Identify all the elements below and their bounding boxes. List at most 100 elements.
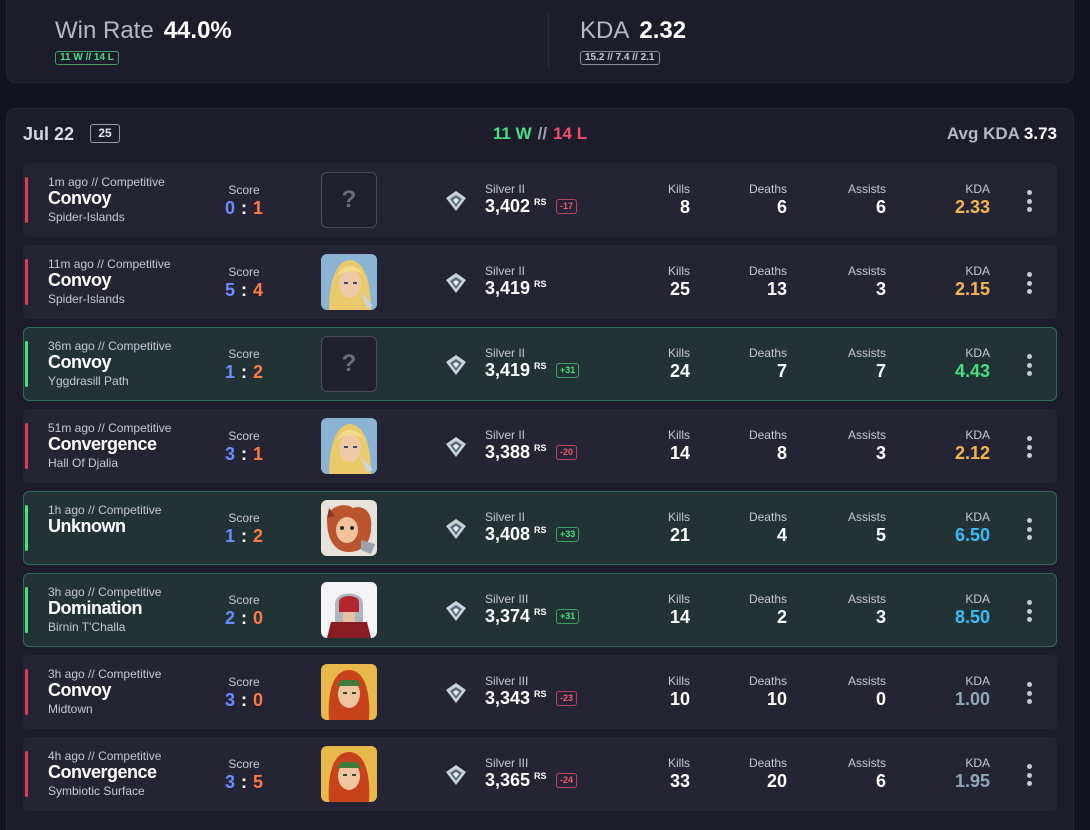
kills-stat: Kills 21 [668, 510, 690, 546]
blonde-hero-portrait [321, 418, 377, 474]
kda-column-value: 2.33 [954, 197, 990, 217]
rank-score-delta-badge: +31 [556, 609, 580, 624]
kills-stat: Kills 25 [668, 264, 690, 300]
rank-score-suffix: RS [534, 525, 547, 535]
assists-stat: Assists 6 [848, 756, 886, 792]
match-time: 3h ago [48, 585, 85, 599]
deaths-stat: Deaths 4 [749, 510, 787, 546]
deaths-stat: Deaths 7 [749, 346, 787, 382]
day-record-separator: // [537, 124, 548, 143]
score-ours: 1 [224, 526, 235, 546]
menu-dot [1026, 289, 1032, 294]
result-indicator [25, 669, 28, 715]
kda-stat: KDA 1.00 [955, 674, 990, 710]
rank-score-value: 3,374 [485, 606, 531, 626]
kills-stat: Kills 14 [668, 428, 690, 464]
assists-stat: Assists 6 [848, 182, 886, 218]
kda-stat: KDA 8.50 [955, 592, 990, 628]
match-map: Spider-Islands [48, 292, 125, 306]
rank-score-value: 3,408 [485, 524, 531, 544]
match-row[interactable]: 4h ago // Competitive Convergence Symbio… [23, 737, 1057, 811]
menu-dot [1026, 272, 1032, 277]
match-meta-separator: // [88, 749, 95, 763]
match-mode: Domination [48, 598, 143, 618]
match-mode: Convergence [48, 762, 157, 782]
match-queue: Competitive [98, 667, 162, 681]
rank-score-suffix: RS [534, 607, 547, 617]
match-row[interactable]: 1m ago // Competitive Convoy Spider-Isla… [23, 163, 1057, 237]
assists-label: Assists [847, 264, 886, 278]
match-time: 3h ago [48, 667, 85, 681]
rank-score-value: 3,388 [485, 442, 531, 462]
score-separator: : [241, 444, 247, 464]
match-time: 51m ago [48, 421, 95, 435]
match-options-menu-icon[interactable] [1022, 272, 1036, 294]
win-rate-detail-badge: 11 W // 14 L [55, 51, 119, 65]
match-row[interactable]: 11m ago // Competitive Convoy Spider-Isl… [23, 245, 1057, 319]
match-map: Hall Of Djalia [48, 456, 119, 470]
kda-column-label: KDA [965, 428, 990, 442]
match-row[interactable]: 36m ago // Competitive Convoy Yggdrasill… [23, 327, 1057, 401]
match-options-menu-icon[interactable] [1022, 682, 1036, 704]
match-options-menu-icon[interactable] [1022, 436, 1036, 458]
assists-label: Assists [847, 182, 886, 196]
match-mode: Unknown [48, 516, 126, 536]
rank-score-suffix: RS [534, 279, 547, 289]
rank-tier-icon [444, 599, 468, 623]
deaths-value: 7 [776, 361, 787, 381]
match-meta-separator: // [88, 585, 95, 599]
match-options-menu-icon[interactable] [1022, 518, 1036, 540]
menu-dot [1026, 280, 1032, 286]
menu-dot [1026, 354, 1032, 359]
kda-column-value: 2.12 [954, 443, 990, 463]
deaths-label: Deaths [748, 428, 787, 442]
win-rate-value: 44.0% [163, 17, 232, 44]
match-row[interactable]: 51m ago // Competitive Convergence Hall … [23, 409, 1057, 483]
match-options-menu-icon[interactable] [1022, 600, 1036, 622]
assists-label: Assists [847, 346, 886, 360]
kills-stat: Kills 33 [668, 756, 690, 792]
score-theirs: 1 [253, 198, 264, 218]
match-options-menu-icon[interactable] [1022, 764, 1036, 786]
score-label: Score [228, 429, 260, 443]
kda-stat: KDA 2.12 [955, 428, 990, 464]
deaths-value: 8 [776, 443, 787, 463]
assists-label: Assists [847, 756, 886, 770]
menu-dot [1026, 535, 1032, 540]
deaths-label: Deaths [748, 674, 787, 688]
kills-value: 10 [669, 689, 690, 709]
match-options-menu-icon[interactable] [1022, 190, 1036, 212]
rank-tier-icon [444, 435, 468, 459]
redhead-hero-portrait [321, 746, 377, 802]
deaths-label: Deaths [748, 346, 787, 360]
result-indicator [25, 587, 28, 633]
kda-column-value: 8.50 [954, 607, 990, 627]
menu-dot [1026, 764, 1032, 769]
day-losses: 14 L [553, 124, 588, 143]
match-row[interactable]: 1h ago // Competitive Unknown Score 1:2 … [23, 491, 1057, 565]
score-separator: : [241, 690, 247, 710]
match-row[interactable]: 3h ago // Competitive Convoy Midtown Sco… [23, 655, 1057, 729]
assists-stat: Assists 3 [848, 592, 886, 628]
score-separator: : [241, 526, 247, 546]
match-row[interactable]: 3h ago // Competitive Domination Birnin … [23, 573, 1057, 647]
day-avg-kda: Avg KDA 3.73 [947, 124, 1057, 144]
match-meta-separator: // [88, 503, 95, 517]
rank-score-delta-badge: -24 [556, 773, 578, 788]
match-mode: Convoy [48, 680, 112, 700]
match-queue: Competitive [108, 421, 172, 435]
menu-dot [1026, 772, 1032, 778]
rank-score-suffix: RS [534, 689, 547, 699]
score-label: Score [228, 347, 260, 361]
assists-value: 6 [875, 771, 886, 791]
match-options-menu-icon[interactable] [1022, 354, 1036, 376]
kda-column-label: KDA [965, 674, 990, 688]
assists-value: 0 [875, 689, 886, 709]
menu-dot [1026, 371, 1032, 376]
match-queue: Competitive [108, 339, 172, 353]
kills-label: Kills [667, 346, 690, 360]
kills-stat: Kills 10 [668, 674, 690, 710]
menu-dot [1026, 207, 1032, 212]
match-meta: 36m ago // Competitive [48, 339, 171, 353]
score-label: Score [228, 511, 260, 525]
